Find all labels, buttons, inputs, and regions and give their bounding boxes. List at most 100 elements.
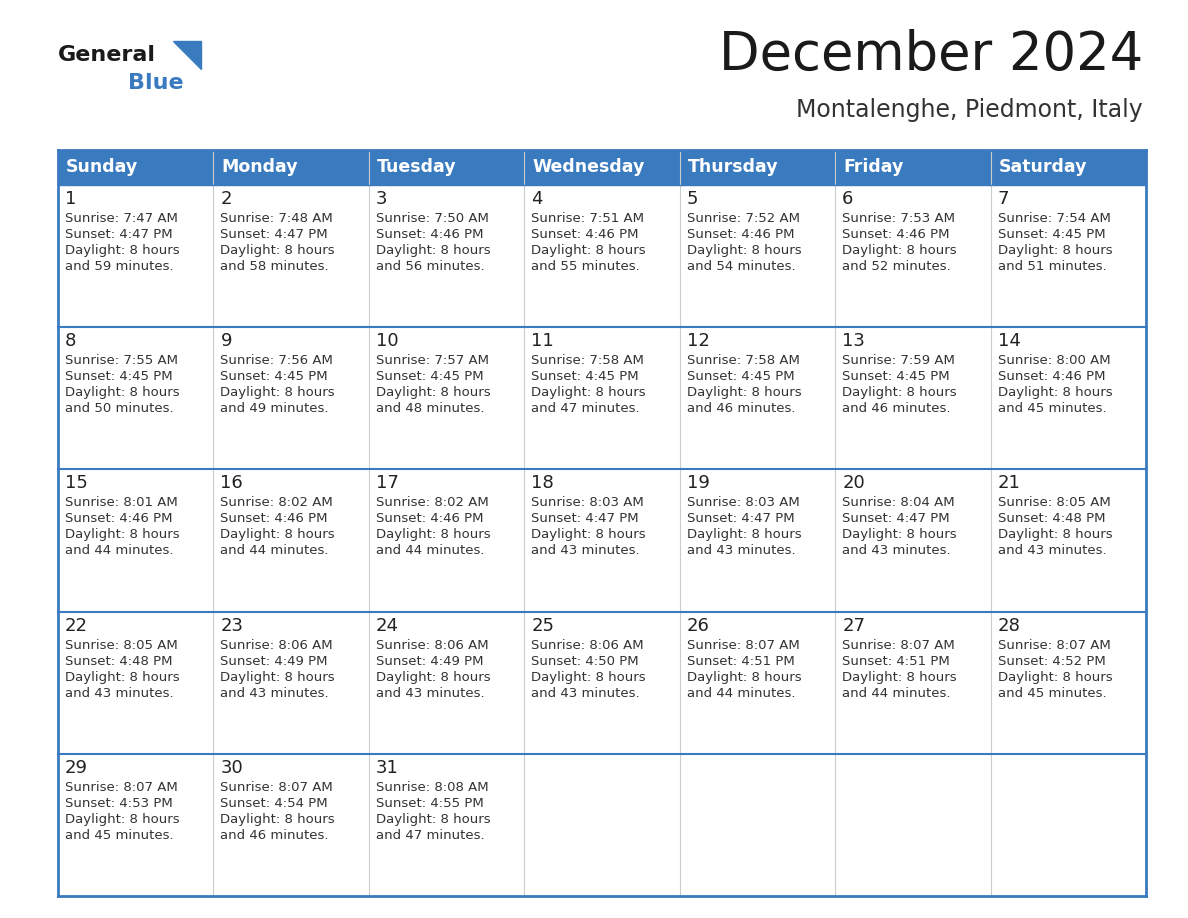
Text: 4: 4 [531, 190, 543, 208]
Text: Daylight: 8 hours: Daylight: 8 hours [221, 812, 335, 826]
Text: and 44 minutes.: and 44 minutes. [687, 687, 795, 700]
Text: Sunset: 4:49 PM: Sunset: 4:49 PM [375, 655, 484, 667]
Text: Daylight: 8 hours: Daylight: 8 hours [842, 671, 956, 684]
Text: 11: 11 [531, 332, 554, 350]
Text: 18: 18 [531, 475, 554, 492]
Text: Daylight: 8 hours: Daylight: 8 hours [998, 386, 1112, 399]
Text: Sunset: 4:51 PM: Sunset: 4:51 PM [842, 655, 950, 667]
Text: Sunrise: 8:07 AM: Sunrise: 8:07 AM [998, 639, 1111, 652]
Text: Sunrise: 7:52 AM: Sunrise: 7:52 AM [687, 212, 800, 225]
Text: Sunrise: 8:02 AM: Sunrise: 8:02 AM [375, 497, 488, 509]
Text: Sunrise: 7:57 AM: Sunrise: 7:57 AM [375, 354, 488, 367]
Text: Daylight: 8 hours: Daylight: 8 hours [998, 529, 1112, 542]
Text: Sunset: 4:46 PM: Sunset: 4:46 PM [221, 512, 328, 525]
Text: Daylight: 8 hours: Daylight: 8 hours [998, 244, 1112, 257]
Text: and 48 minutes.: and 48 minutes. [375, 402, 485, 415]
Text: Daylight: 8 hours: Daylight: 8 hours [687, 386, 802, 399]
Text: Sunset: 4:45 PM: Sunset: 4:45 PM [687, 370, 795, 383]
Text: and 45 minutes.: and 45 minutes. [998, 687, 1106, 700]
Text: Wednesday: Wednesday [532, 159, 645, 176]
Text: Sunrise: 7:48 AM: Sunrise: 7:48 AM [221, 212, 333, 225]
Text: and 43 minutes.: and 43 minutes. [687, 544, 795, 557]
Text: Daylight: 8 hours: Daylight: 8 hours [531, 386, 646, 399]
Text: Daylight: 8 hours: Daylight: 8 hours [842, 244, 956, 257]
Text: Sunrise: 8:00 AM: Sunrise: 8:00 AM [998, 354, 1111, 367]
Text: Sunset: 4:45 PM: Sunset: 4:45 PM [842, 370, 949, 383]
Text: Sunrise: 8:04 AM: Sunrise: 8:04 AM [842, 497, 955, 509]
Text: and 44 minutes.: and 44 minutes. [375, 544, 485, 557]
Text: Daylight: 8 hours: Daylight: 8 hours [375, 812, 491, 826]
Text: Sunrise: 8:01 AM: Sunrise: 8:01 AM [65, 497, 178, 509]
Bar [58, 611, 1146, 754]
Text: 26: 26 [687, 617, 709, 634]
Text: 25: 25 [531, 617, 555, 634]
Text: Sunrise: 8:06 AM: Sunrise: 8:06 AM [531, 639, 644, 652]
Text: 5: 5 [687, 190, 699, 208]
Text: Daylight: 8 hours: Daylight: 8 hours [221, 386, 335, 399]
Text: Sunrise: 8:06 AM: Sunrise: 8:06 AM [375, 639, 488, 652]
Text: and 45 minutes.: and 45 minutes. [65, 829, 173, 842]
Text: Sunset: 4:47 PM: Sunset: 4:47 PM [65, 228, 172, 241]
Text: Sunset: 4:46 PM: Sunset: 4:46 PM [375, 512, 484, 525]
Text: and 55 minutes.: and 55 minutes. [531, 260, 640, 273]
Text: Sunrise: 8:07 AM: Sunrise: 8:07 AM [687, 639, 800, 652]
Text: and 43 minutes.: and 43 minutes. [998, 544, 1106, 557]
Text: Daylight: 8 hours: Daylight: 8 hours [65, 244, 179, 257]
Text: 31: 31 [375, 759, 399, 777]
Text: Sunday: Sunday [67, 159, 138, 176]
Text: Sunrise: 8:06 AM: Sunrise: 8:06 AM [221, 639, 333, 652]
Text: and 43 minutes.: and 43 minutes. [221, 687, 329, 700]
Text: 20: 20 [842, 475, 865, 492]
Text: and 47 minutes.: and 47 minutes. [375, 829, 485, 842]
Text: Daylight: 8 hours: Daylight: 8 hours [221, 244, 335, 257]
Text: and 47 minutes.: and 47 minutes. [531, 402, 640, 415]
Text: Sunset: 4:51 PM: Sunset: 4:51 PM [687, 655, 795, 667]
Text: 6: 6 [842, 190, 853, 208]
Text: Sunset: 4:47 PM: Sunset: 4:47 PM [221, 228, 328, 241]
Text: Daylight: 8 hours: Daylight: 8 hours [687, 529, 802, 542]
Text: 14: 14 [998, 332, 1020, 350]
Text: 30: 30 [221, 759, 244, 777]
Text: Daylight: 8 hours: Daylight: 8 hours [842, 529, 956, 542]
Text: Sunrise: 7:55 AM: Sunrise: 7:55 AM [65, 354, 178, 367]
Text: and 54 minutes.: and 54 minutes. [687, 260, 795, 273]
Text: Sunset: 4:47 PM: Sunset: 4:47 PM [842, 512, 949, 525]
Text: 15: 15 [65, 475, 88, 492]
Text: Daylight: 8 hours: Daylight: 8 hours [375, 244, 491, 257]
Text: Daylight: 8 hours: Daylight: 8 hours [65, 529, 179, 542]
Text: Daylight: 8 hours: Daylight: 8 hours [65, 671, 179, 684]
Text: Sunset: 4:46 PM: Sunset: 4:46 PM [531, 228, 639, 241]
Text: Blue: Blue [128, 73, 184, 93]
Text: Sunrise: 8:07 AM: Sunrise: 8:07 AM [842, 639, 955, 652]
Text: and 51 minutes.: and 51 minutes. [998, 260, 1106, 273]
Text: Daylight: 8 hours: Daylight: 8 hours [375, 386, 491, 399]
Bar [58, 754, 1146, 896]
Text: Daylight: 8 hours: Daylight: 8 hours [221, 529, 335, 542]
Text: Sunset: 4:45 PM: Sunset: 4:45 PM [221, 370, 328, 383]
Text: and 45 minutes.: and 45 minutes. [998, 402, 1106, 415]
Text: Sunrise: 8:07 AM: Sunrise: 8:07 AM [221, 781, 333, 794]
Text: Friday: Friday [843, 159, 904, 176]
Text: and 43 minutes.: and 43 minutes. [531, 687, 640, 700]
Text: Sunrise: 7:59 AM: Sunrise: 7:59 AM [842, 354, 955, 367]
Bar [58, 150, 1146, 185]
Text: and 59 minutes.: and 59 minutes. [65, 260, 173, 273]
Text: Sunset: 4:48 PM: Sunset: 4:48 PM [998, 512, 1105, 525]
Text: Sunset: 4:46 PM: Sunset: 4:46 PM [375, 228, 484, 241]
Text: 8: 8 [65, 332, 76, 350]
Text: Sunset: 4:45 PM: Sunset: 4:45 PM [531, 370, 639, 383]
Text: Daylight: 8 hours: Daylight: 8 hours [375, 529, 491, 542]
Text: and 44 minutes.: and 44 minutes. [221, 544, 329, 557]
Text: Sunset: 4:52 PM: Sunset: 4:52 PM [998, 655, 1105, 667]
Text: Daylight: 8 hours: Daylight: 8 hours [221, 671, 335, 684]
Text: General: General [58, 45, 156, 65]
Text: Sunset: 4:46 PM: Sunset: 4:46 PM [998, 370, 1105, 383]
Text: 19: 19 [687, 475, 709, 492]
Text: Daylight: 8 hours: Daylight: 8 hours [687, 671, 802, 684]
Text: and 58 minutes.: and 58 minutes. [221, 260, 329, 273]
Text: and 56 minutes.: and 56 minutes. [375, 260, 485, 273]
Text: and 43 minutes.: and 43 minutes. [65, 687, 173, 700]
Text: Sunrise: 8:02 AM: Sunrise: 8:02 AM [221, 497, 333, 509]
Text: and 43 minutes.: and 43 minutes. [842, 544, 950, 557]
Text: 16: 16 [221, 475, 244, 492]
